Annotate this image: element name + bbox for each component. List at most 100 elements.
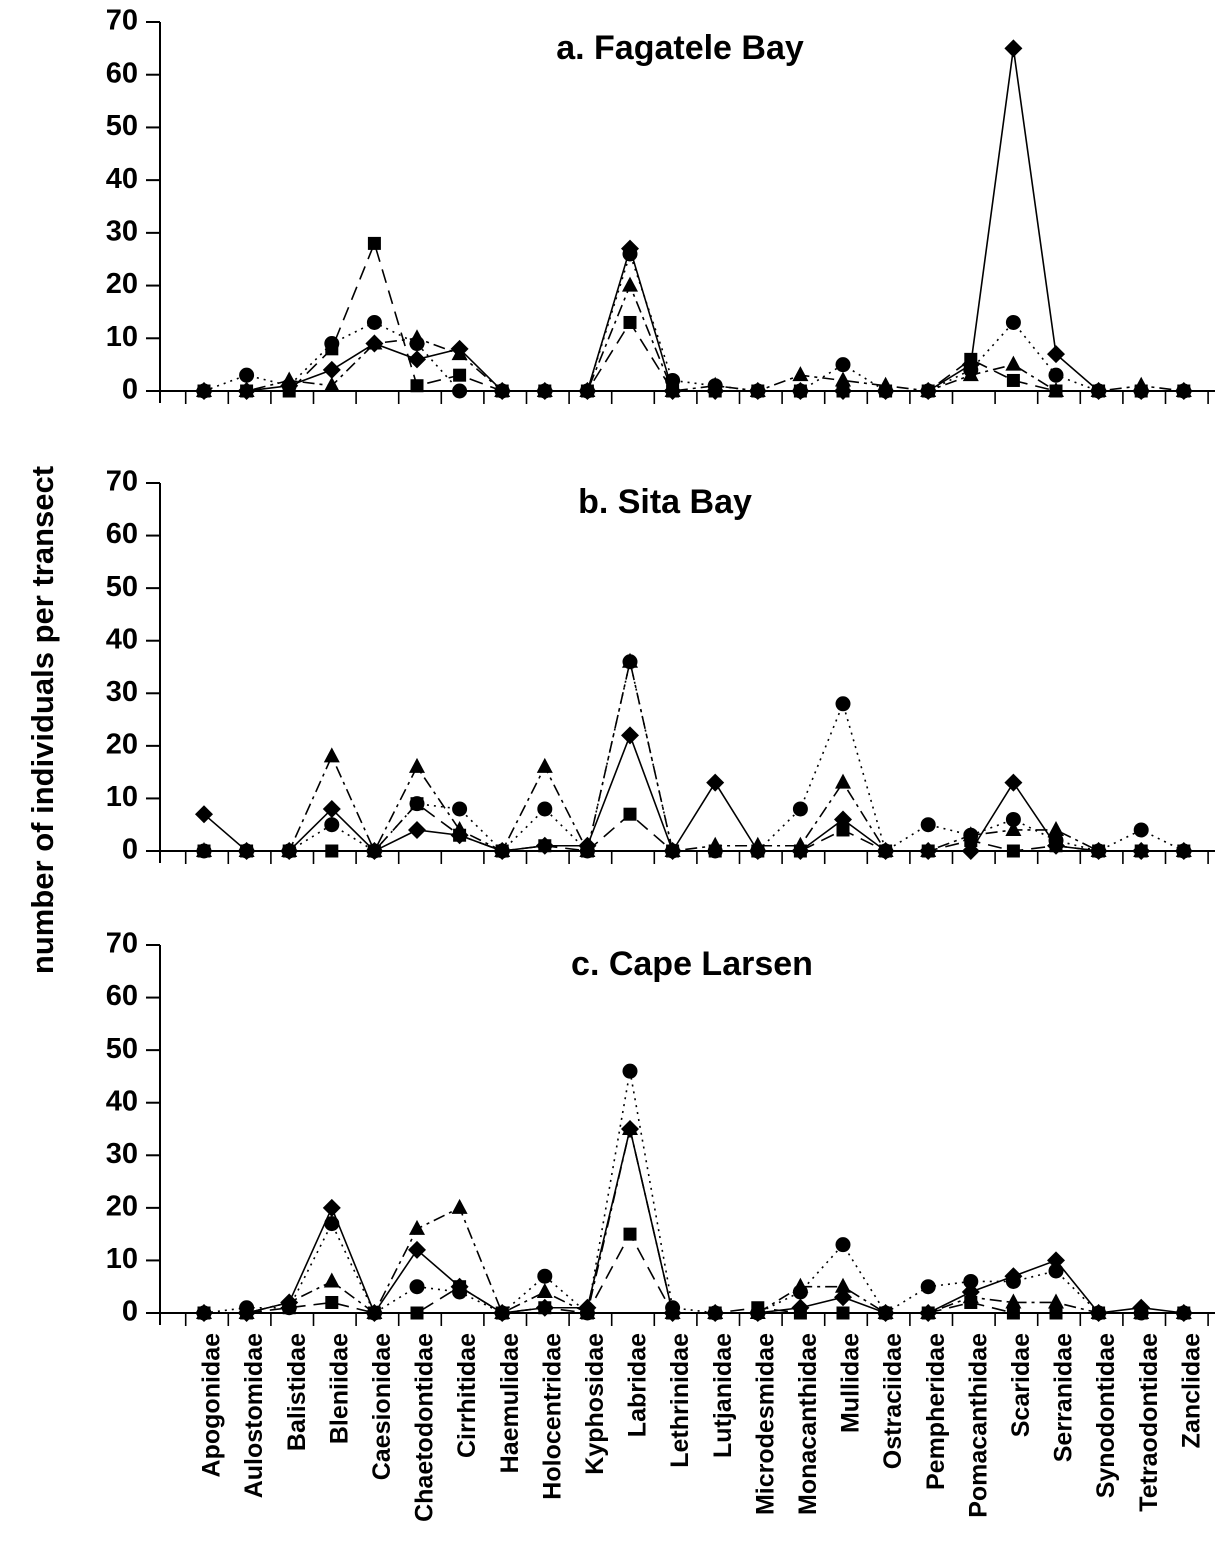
- data-point-diamond: [322, 1198, 341, 1217]
- series-triangle: [196, 1120, 1192, 1319]
- data-point-square: [793, 1306, 807, 1320]
- data-point-circle: [494, 383, 510, 399]
- data-point-circle: [1176, 843, 1192, 859]
- data-point-diamond: [195, 805, 213, 824]
- data-point-triangle: [1133, 842, 1150, 857]
- panel-title: a. Fagatele Bay: [556, 29, 804, 67]
- data-point-triangle: [451, 345, 468, 361]
- data-point-diamond: [408, 820, 426, 839]
- series-line: [204, 240, 1184, 392]
- y-tick-label: 20: [106, 268, 138, 300]
- data-point-circle: [963, 827, 979, 843]
- data-point-square: [1006, 1306, 1020, 1320]
- y-tick-label: 50: [106, 1033, 138, 1065]
- data-point-triangle: [792, 836, 809, 852]
- x-category-label: Monacanthidae: [794, 1333, 822, 1515]
- y-tick-label: 50: [106, 110, 138, 142]
- series-line: [203, 733, 1184, 853]
- data-point-circle: [409, 336, 425, 352]
- x-category-label: Synodontidae: [1092, 1333, 1120, 1498]
- data-point-triangle: [962, 1288, 979, 1304]
- data-point-triangle: [1048, 1293, 1064, 1309]
- data-point-circle: [835, 357, 851, 373]
- x-category-label: Lethrinidae: [666, 1333, 694, 1468]
- data-point-circle: [750, 383, 766, 399]
- x-category-label: Aulostomidae: [240, 1333, 268, 1498]
- data-point-circle: [494, 1305, 510, 1321]
- series-line: [204, 48, 1184, 392]
- data-point-circle: [963, 1273, 979, 1289]
- data-point-circle: [537, 801, 553, 817]
- data-point-diamond: [1047, 345, 1065, 364]
- y-tick-label: 40: [106, 163, 138, 195]
- data-point-triangle: [622, 276, 638, 292]
- data-point-circle: [707, 1305, 723, 1321]
- data-point-triangle: [409, 1219, 425, 1235]
- y-tick-label: 0: [122, 1296, 138, 1328]
- data-point-circle: [1133, 383, 1149, 399]
- data-point-circle: [1005, 1273, 1021, 1289]
- data-point-triangle: [323, 376, 340, 392]
- y-axis-label: number of individuals per transect: [25, 466, 60, 974]
- data-point-circle: [1176, 1305, 1192, 1321]
- x-category-label: Balistidae: [283, 1333, 311, 1451]
- series-line: [204, 661, 1184, 854]
- data-point-circle: [878, 383, 894, 399]
- series-triangle: [196, 276, 1192, 397]
- data-point-circle: [707, 378, 723, 394]
- data-point-diamond: [322, 799, 341, 818]
- data-point-triangle: [451, 1198, 468, 1214]
- data-point-circle: [963, 362, 979, 378]
- data-point-circle: [579, 383, 595, 399]
- data-point-circle: [1048, 367, 1064, 383]
- data-point-square: [453, 368, 467, 382]
- data-point-circle: [281, 843, 297, 859]
- data-point-circle: [196, 1305, 212, 1321]
- data-point-square: [367, 236, 381, 250]
- data-point-triangle: [664, 382, 681, 397]
- x-category-label: Scaridae: [1007, 1333, 1035, 1437]
- data-point-triangle: [920, 1304, 937, 1319]
- x-category-label: Caesionidae: [368, 1333, 396, 1480]
- data-point-circle: [324, 336, 340, 352]
- data-point-circle: [239, 843, 255, 859]
- data-point-square: [836, 384, 850, 398]
- data-point-circle: [409, 796, 425, 812]
- data-point-circle: [366, 843, 382, 859]
- data-point-circle: [409, 1279, 425, 1295]
- data-point-circle: [324, 817, 340, 833]
- y-tick-label: 10: [106, 1243, 138, 1275]
- y-tick-label: 60: [106, 57, 138, 89]
- data-point-circle: [1091, 1305, 1107, 1321]
- data-point-circle: [920, 817, 936, 833]
- data-point-circle: [366, 1305, 382, 1321]
- data-point-square: [1006, 373, 1020, 387]
- data-point-circle: [835, 696, 851, 712]
- x-category-label: Lutjanidae: [709, 1333, 737, 1458]
- data-point-triangle: [835, 773, 851, 789]
- data-point-circle: [750, 1305, 766, 1321]
- series-line: [203, 251, 1184, 392]
- x-category-label: Pomacanthidae: [964, 1333, 992, 1518]
- x-category-label: Holocentridae: [538, 1333, 566, 1500]
- data-point-circle: [281, 378, 297, 394]
- series-line: [204, 1128, 1184, 1315]
- data-point-diamond: [1004, 773, 1023, 792]
- y-tick-label: 0: [122, 374, 138, 406]
- series-line: [204, 661, 1185, 853]
- data-point-circle: [1133, 1305, 1149, 1321]
- series-square: [197, 236, 1191, 398]
- data-point-square: [410, 1306, 424, 1320]
- data-point-triangle: [409, 757, 425, 773]
- data-point-square: [325, 844, 339, 858]
- data-point-triangle: [536, 1282, 553, 1298]
- x-category-labels: Apogonidae Aulostomidae Balistidae Bleniida…: [198, 1333, 1206, 1522]
- data-point-circle: [622, 654, 638, 670]
- data-point-circle: [494, 843, 510, 859]
- data-point-triangle: [366, 334, 383, 350]
- y-tick-label: 50: [106, 571, 138, 603]
- x-category-label: Chaetodontidae: [411, 1333, 439, 1522]
- data-point-square: [623, 807, 637, 821]
- data-point-triangle: [622, 1120, 638, 1135]
